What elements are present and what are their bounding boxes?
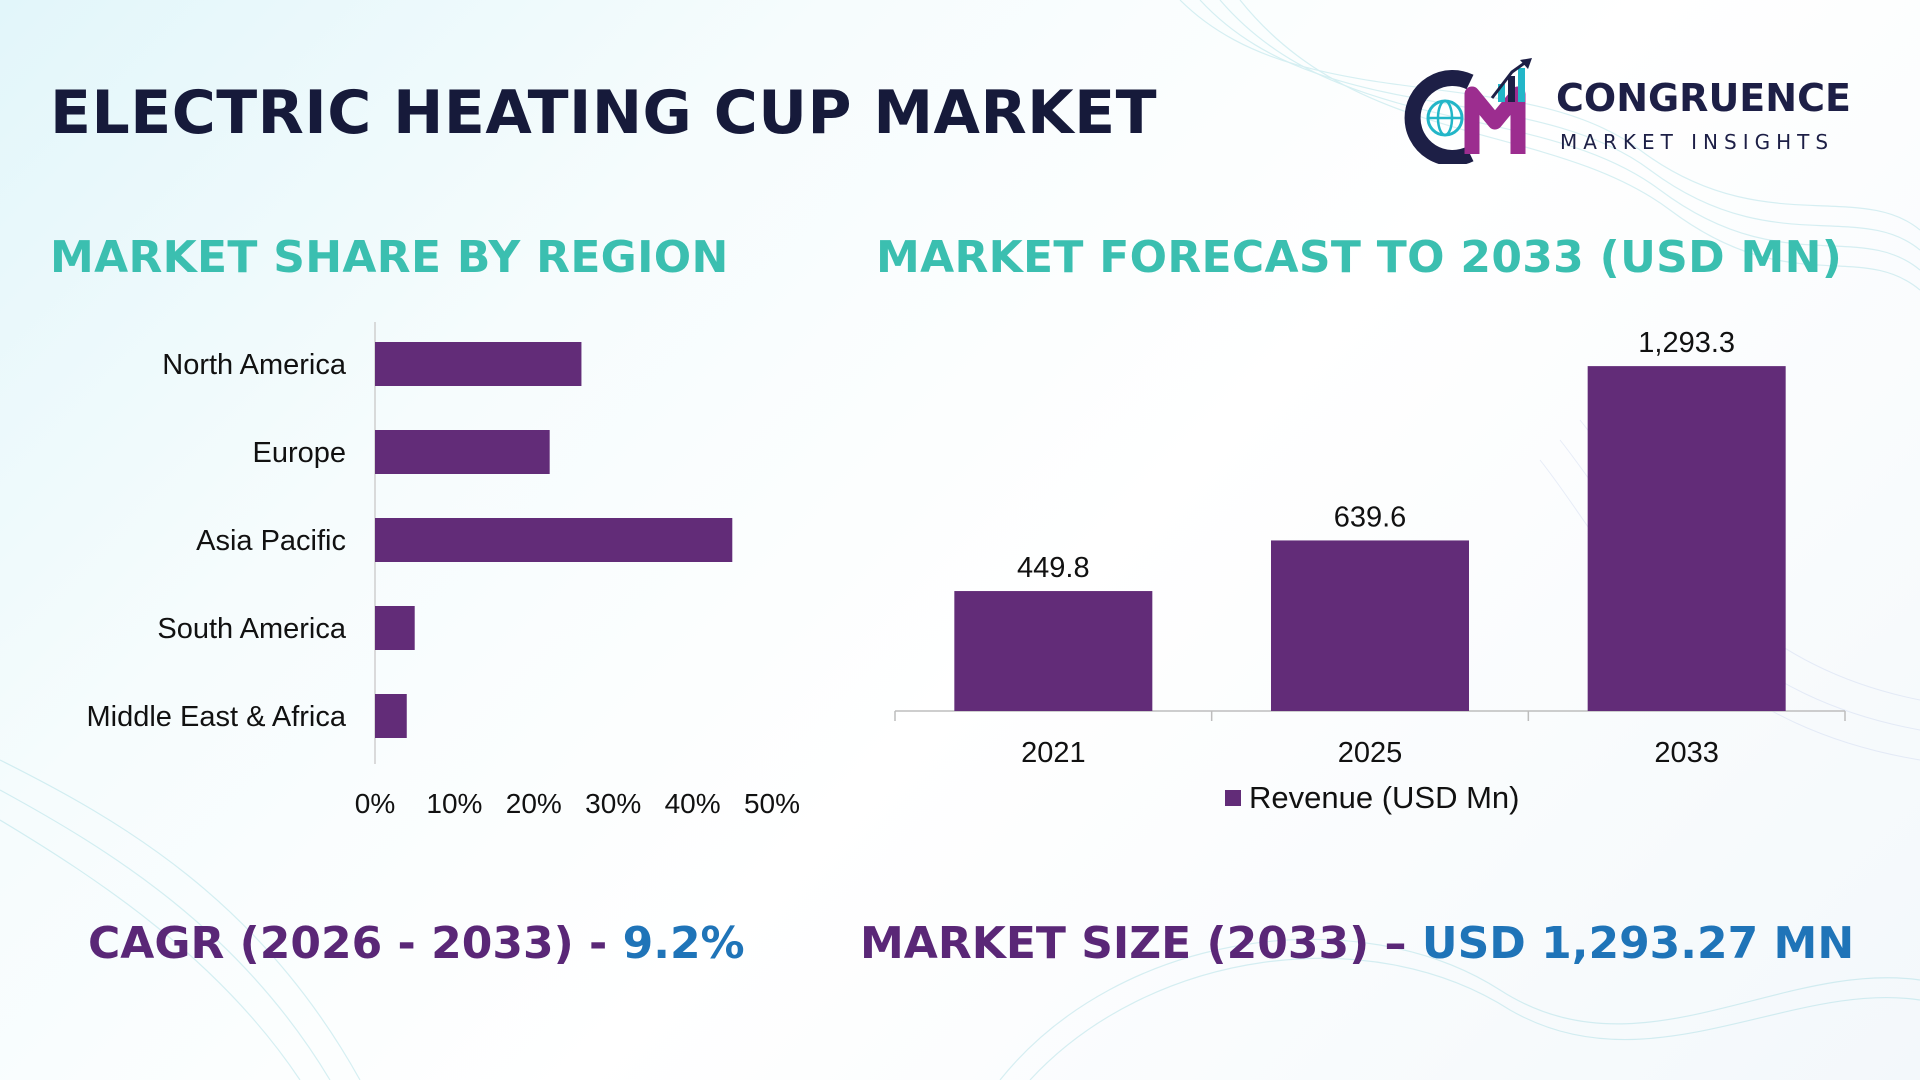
cagr-value: 9.2% (622, 918, 745, 969)
logo-subtitle-text: MARKET INSIGHTS (1560, 130, 1835, 154)
region-x-tick: 30% (585, 788, 641, 819)
forecast-x-tick-2033: 2033 (1654, 737, 1719, 769)
region-bar-asia-pacific (375, 518, 733, 562)
chart-legend: Revenue (USD Mn) (1225, 780, 1519, 816)
market-size-value: USD 1,293.27 MN (1421, 918, 1855, 969)
cm-globe-growth-icon (1404, 58, 1532, 166)
forecast-data-label-2033: 1,293.3 (1638, 327, 1735, 359)
forecast-x-tick-2021: 2021 (1021, 737, 1086, 769)
region-label-asia-pacific: Asia Pacific (196, 525, 346, 557)
region-label-south-america: South America (157, 613, 346, 645)
region-x-tick: 20% (506, 788, 562, 819)
forecast-bar-2021 (954, 591, 1153, 711)
region-bar-north-america (375, 342, 582, 386)
legend-label-revenue: Revenue (USD Mn) (1249, 780, 1520, 815)
forecast-bar-2025 (1271, 540, 1469, 711)
region-bar-europe (375, 430, 550, 474)
region-bar-middle-east-and-africa (375, 694, 407, 738)
page-title: ELECTRIC HEATING CUP MARKET (50, 78, 1158, 148)
market-size-kpi: MARKET SIZE (2033) – USD 1,293.27 MN (860, 918, 1854, 969)
cagr-label: CAGR (2026 - 2033) - (88, 918, 623, 969)
forecast-bar-2033 (1587, 366, 1786, 711)
region-section-title: MARKET SHARE BY REGION (50, 232, 729, 283)
forecast-x-tick-2025: 2025 (1338, 737, 1403, 769)
market-size-label: MARKET SIZE (2033) – (860, 918, 1422, 969)
forecast-data-label-2025: 639.6 (1334, 501, 1407, 533)
cagr-kpi: CAGR (2026 - 2033) - 9.2% (88, 918, 745, 969)
region-x-tick: 10% (426, 788, 482, 819)
region-bar-south-america (375, 606, 415, 650)
region-label-north-america: North America (162, 349, 347, 381)
region-label-europe: Europe (252, 437, 346, 469)
region-share-chart: North America Europe Asia Pacific South Ame… (87, 322, 800, 819)
forecast-data-label-2021: 449.8 (1017, 552, 1090, 584)
company-logo: CONGRUENCE MARKET INSIGHTS (1400, 54, 1880, 166)
region-label-middle-east-and-africa: Middle East & Africa (87, 701, 347, 733)
forecast-revenue-chart: 449.8 2021 639.6 2025 1,293.3 2033 (894, 327, 1846, 769)
region-x-tick: 0% (355, 788, 395, 819)
region-x-tick: 50% (744, 788, 800, 819)
logo-brand-text: CONGRUENCE (1556, 76, 1851, 120)
forecast-section-title: MARKET FORECAST TO 2033 (USD MN) (876, 232, 1843, 283)
region-x-tick: 40% (665, 788, 721, 819)
legend-swatch (1225, 790, 1241, 806)
